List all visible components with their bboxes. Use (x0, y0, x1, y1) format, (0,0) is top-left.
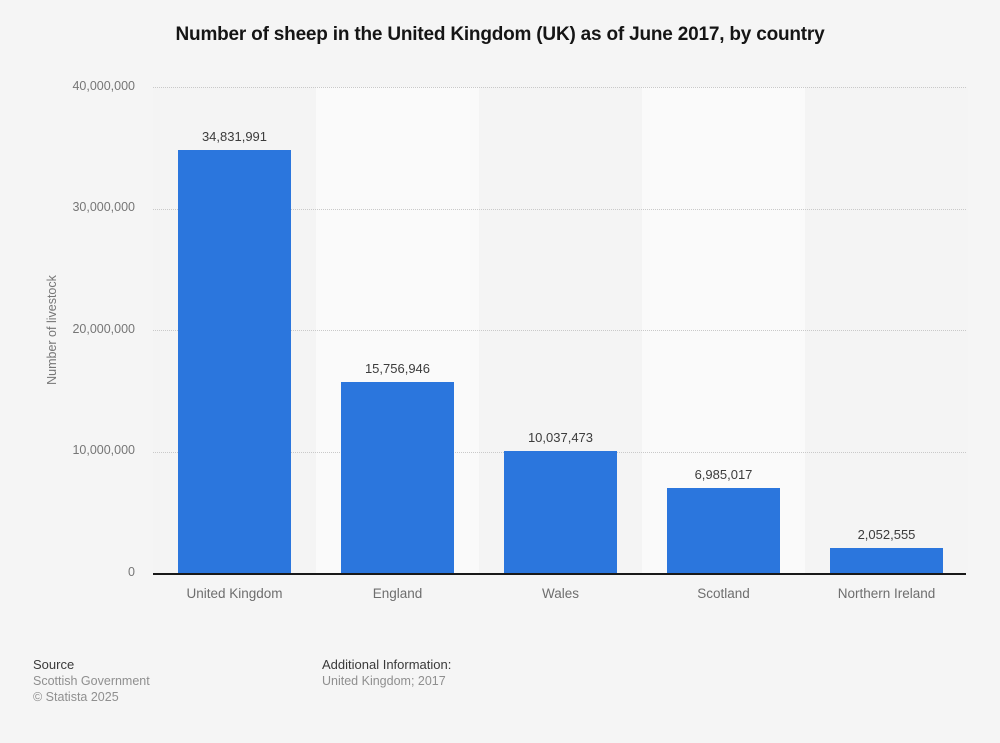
y-tick-label-30000000: 30,000,000 (72, 200, 135, 214)
value-label-scotland: 6,985,017 (694, 467, 753, 483)
copyright-notice: © Statista 2025 (33, 690, 119, 704)
additional-information-value: United Kingdom; 2017 (322, 674, 446, 688)
bar-england[interactable] (341, 381, 454, 573)
y-tick-label-0: 0 (128, 564, 135, 579)
additional-information-block: Additional Information: United Kingdom; … (322, 657, 451, 689)
value-label-northern-ireland: 2,052,555 (857, 527, 916, 543)
bar-wales[interactable] (504, 451, 617, 573)
y-tick-label-40000000: 40,000,000 (72, 78, 135, 93)
gridline-20000000 (153, 330, 966, 331)
source-label: Source (33, 657, 75, 672)
x-tick-label-scotland: Scotland (697, 586, 750, 601)
value-label-england: 15,756,946 (364, 360, 431, 376)
x-tick-label-england: England (372, 586, 423, 601)
x-axis-line (153, 573, 966, 575)
gridline-40000000 (153, 87, 966, 88)
bar-scotland[interactable] (667, 488, 780, 573)
additional-information-label: Additional Information: (322, 657, 452, 672)
x-tick-label-wales: Wales (541, 586, 579, 601)
value-label-wales: 10,037,473 (527, 430, 594, 446)
chart-title: Number of sheep in the United Kingdom (U… (175, 24, 825, 45)
y-tick-label-10000000: 10,000,000 (72, 443, 135, 457)
value-label-united-kingdom: 34,831,991 (201, 128, 268, 144)
bar-united-kingdom[interactable] (178, 149, 291, 573)
source-block: Source Scottish Government © Statista 20… (33, 657, 150, 705)
x-tick-label-northern-ireland: Northern Ireland (837, 586, 936, 601)
x-tick-label-united-kingdom: United Kingdom (186, 586, 283, 601)
gridline-30000000 (153, 208, 966, 210)
source-name: Scottish Government (33, 674, 150, 688)
y-tick-label-20000000: 20,000,000 (72, 321, 135, 336)
bar-northern-ireland[interactable] (830, 548, 943, 573)
plot-area: 34,831,991 15,756,946 10,037,473 6,985,017 2… (153, 87, 968, 573)
